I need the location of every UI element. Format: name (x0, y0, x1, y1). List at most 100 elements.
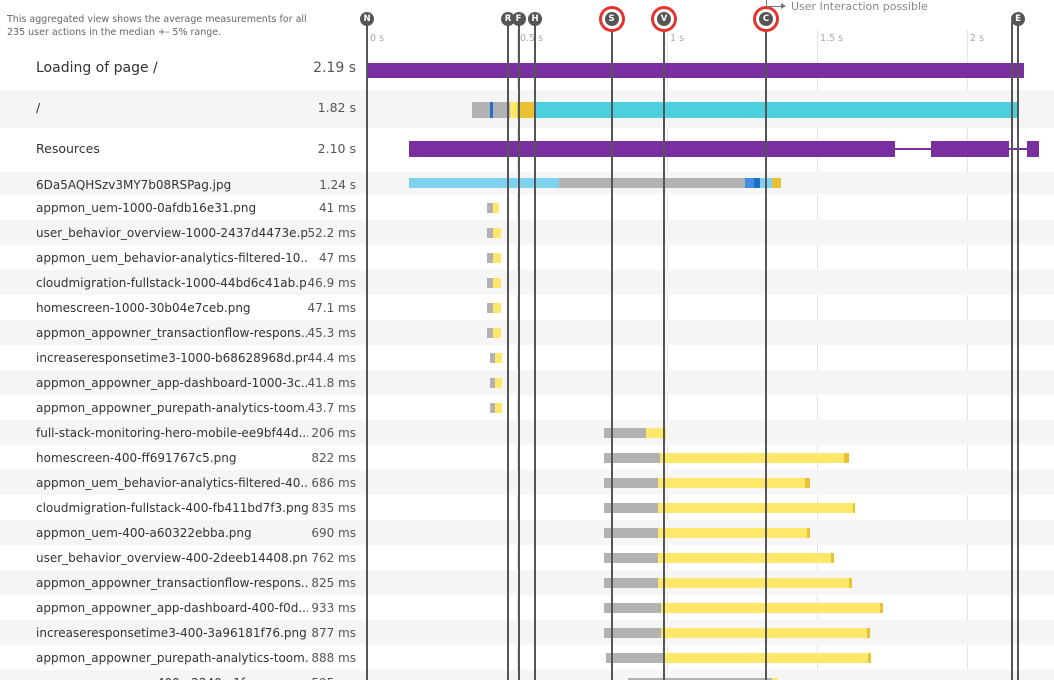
table-row[interactable]: appmon_uem_behavior-analytics-filtered-4… (0, 470, 1054, 495)
timing-bar (0, 503, 1054, 513)
table-row[interactable]: Resources 2.10 s (0, 131, 1054, 167)
bar-segment (493, 203, 499, 213)
marker-badge[interactable]: F (511, 12, 526, 26)
table-row[interactable]: appmon_appowner_app-dashboard-400-f0d...… (0, 595, 1054, 620)
bar-segment (493, 278, 501, 288)
table-row[interactable]: appmon_appowner_400...2240...1f...png595… (0, 670, 1054, 680)
table-row[interactable]: appmon_appowner_app-dashboard-1000-3c...… (0, 370, 1054, 395)
row-duration: 47 ms (318, 251, 356, 265)
row-duration: 595 ms (311, 676, 356, 680)
bar-segment (409, 178, 559, 188)
table-row[interactable]: user_behavior_overview-400-2deeb14408.pn… (0, 545, 1054, 570)
aggregation-note: This aggregated view shows the average m… (7, 14, 307, 38)
row-duration: 52.2 ms (307, 226, 356, 240)
table-row[interactable]: homescreen-1000-30b04e7ceb.png 47.1 ms (0, 295, 1054, 320)
marker-badge[interactable]: E (1011, 12, 1025, 26)
interaction-arrow-line (766, 6, 782, 7)
timing-bar (0, 603, 1054, 613)
marker-badge[interactable]: S (604, 12, 619, 26)
row-name: increaseresponsetime3-400-3a96181f76.png (36, 626, 307, 640)
bar-segment (493, 303, 501, 313)
timing-bar (0, 253, 1054, 263)
table-row[interactable]: appmon_uem-400-a60322ebba.png 690 ms (0, 520, 1054, 545)
bar-segment (409, 141, 895, 157)
table-row[interactable]: cloudmigration-fullstack-400-fb411bd7f3.… (0, 495, 1054, 520)
bar-segment (661, 628, 867, 638)
bar-segment (895, 148, 931, 150)
marker-line (534, 22, 536, 680)
row-duration: 822 ms (311, 451, 356, 465)
timing-bar (0, 578, 1054, 588)
marker-line (517, 22, 520, 680)
bar-segment (1027, 141, 1039, 157)
user-interaction-label: User Interaction possible (791, 0, 928, 13)
bar-segment (628, 678, 772, 680)
table-row[interactable]: appmon_uem-1000-0afdb16e31.png 41 ms (0, 195, 1054, 220)
row-duration: 2.19 s (313, 60, 356, 76)
table-row[interactable]: increaseresponsetime3-1000-b68628968d.pn… (0, 345, 1054, 370)
timing-bar (0, 478, 1054, 488)
marker-line (366, 22, 368, 680)
marker-line (1017, 22, 1019, 680)
timing-bar (0, 428, 1054, 438)
table-row[interactable]: user_behavior_overview-1000-2437d4473e.p… (0, 220, 1054, 245)
row-duration: 1.24 s (319, 178, 356, 192)
marker-badge[interactable]: N (360, 12, 374, 26)
row-name: appmon_appowner_purepath-analytics-toom.… (36, 401, 308, 415)
bar-segment (830, 553, 834, 563)
marker-badge[interactable]: C (759, 12, 773, 26)
bar-segment (604, 628, 661, 638)
bar-segment (844, 453, 849, 463)
row-name: appmon_uem-400-a60322ebba.png (36, 526, 252, 540)
bar-segment (494, 403, 502, 413)
bar-segment (658, 553, 831, 563)
timing-bar (0, 63, 1054, 78)
row-duration: 762 ms (311, 551, 356, 565)
table-row[interactable]: appmon_uem_behavior-analytics-filtered-1… (0, 245, 1054, 270)
table-row[interactable]: cloudmigration-fullstack-1000-44bd6c41ab… (0, 270, 1054, 295)
row-name: user_behavior_overview-400-2deeb14408.pn… (36, 551, 308, 565)
bar-segment (517, 102, 535, 118)
table-row[interactable]: 6Da5AQHSzv3MY7b08RSPag.jpg 1.24 s (0, 172, 1054, 194)
table-row[interactable]: homescreen-400-ff691767c5.png 822 ms (0, 445, 1054, 470)
row-name: Loading of page / (36, 60, 158, 76)
axis-tick-label: 1 s (670, 33, 685, 44)
table-row[interactable]: appmon_appowner_transactionflow-respons.… (0, 320, 1054, 345)
bar-segment (772, 178, 781, 188)
bar-segment (509, 102, 517, 118)
interaction-arrowhead-icon (781, 3, 786, 9)
table-row[interactable]: / 1.82 s (0, 90, 1054, 128)
bar-segment (367, 63, 1024, 78)
bar-segment (646, 428, 666, 438)
interaction-arrow-icon (766, 0, 767, 7)
bar-segment (487, 228, 493, 238)
table-row[interactable]: Loading of page / 2.19 s (0, 52, 1054, 88)
table-row[interactable]: increaseresponsetime3-400-3a96181f76.png… (0, 620, 1054, 645)
bar-segment (490, 353, 495, 363)
row-duration: 44.4 ms (307, 351, 356, 365)
row-duration: 2.10 s (317, 141, 356, 156)
table-row[interactable]: full-stack-monitoring-hero-mobile-ee9bf4… (0, 420, 1054, 445)
bar-segment (658, 528, 807, 538)
bar-segment (604, 478, 658, 488)
gridline (817, 30, 818, 680)
row-duration: 933 ms (311, 601, 356, 615)
bar-segment (604, 553, 658, 563)
table-row[interactable]: appmon_appowner_purepath-analytics-toom.… (0, 645, 1054, 670)
bar-segment (490, 378, 495, 388)
bar-segment (493, 102, 510, 118)
table-row[interactable]: appmon_appowner_transactionflow-respons.… (0, 570, 1054, 595)
bar-segment (604, 578, 658, 588)
bar-segment (493, 328, 501, 338)
marker-line (1011, 22, 1013, 680)
marker-badge[interactable]: V (657, 12, 671, 26)
bar-segment (853, 503, 855, 513)
row-duration: 686 ms (311, 476, 356, 490)
gridline (667, 30, 668, 680)
marker-line (663, 22, 665, 680)
row-name: / (36, 100, 41, 115)
marker-badge[interactable]: H (528, 12, 542, 26)
row-name: appmon_appowner_400...2240...1f...png (36, 676, 308, 680)
table-row[interactable]: appmon_appowner_purepath-analytics-toom.… (0, 395, 1054, 420)
